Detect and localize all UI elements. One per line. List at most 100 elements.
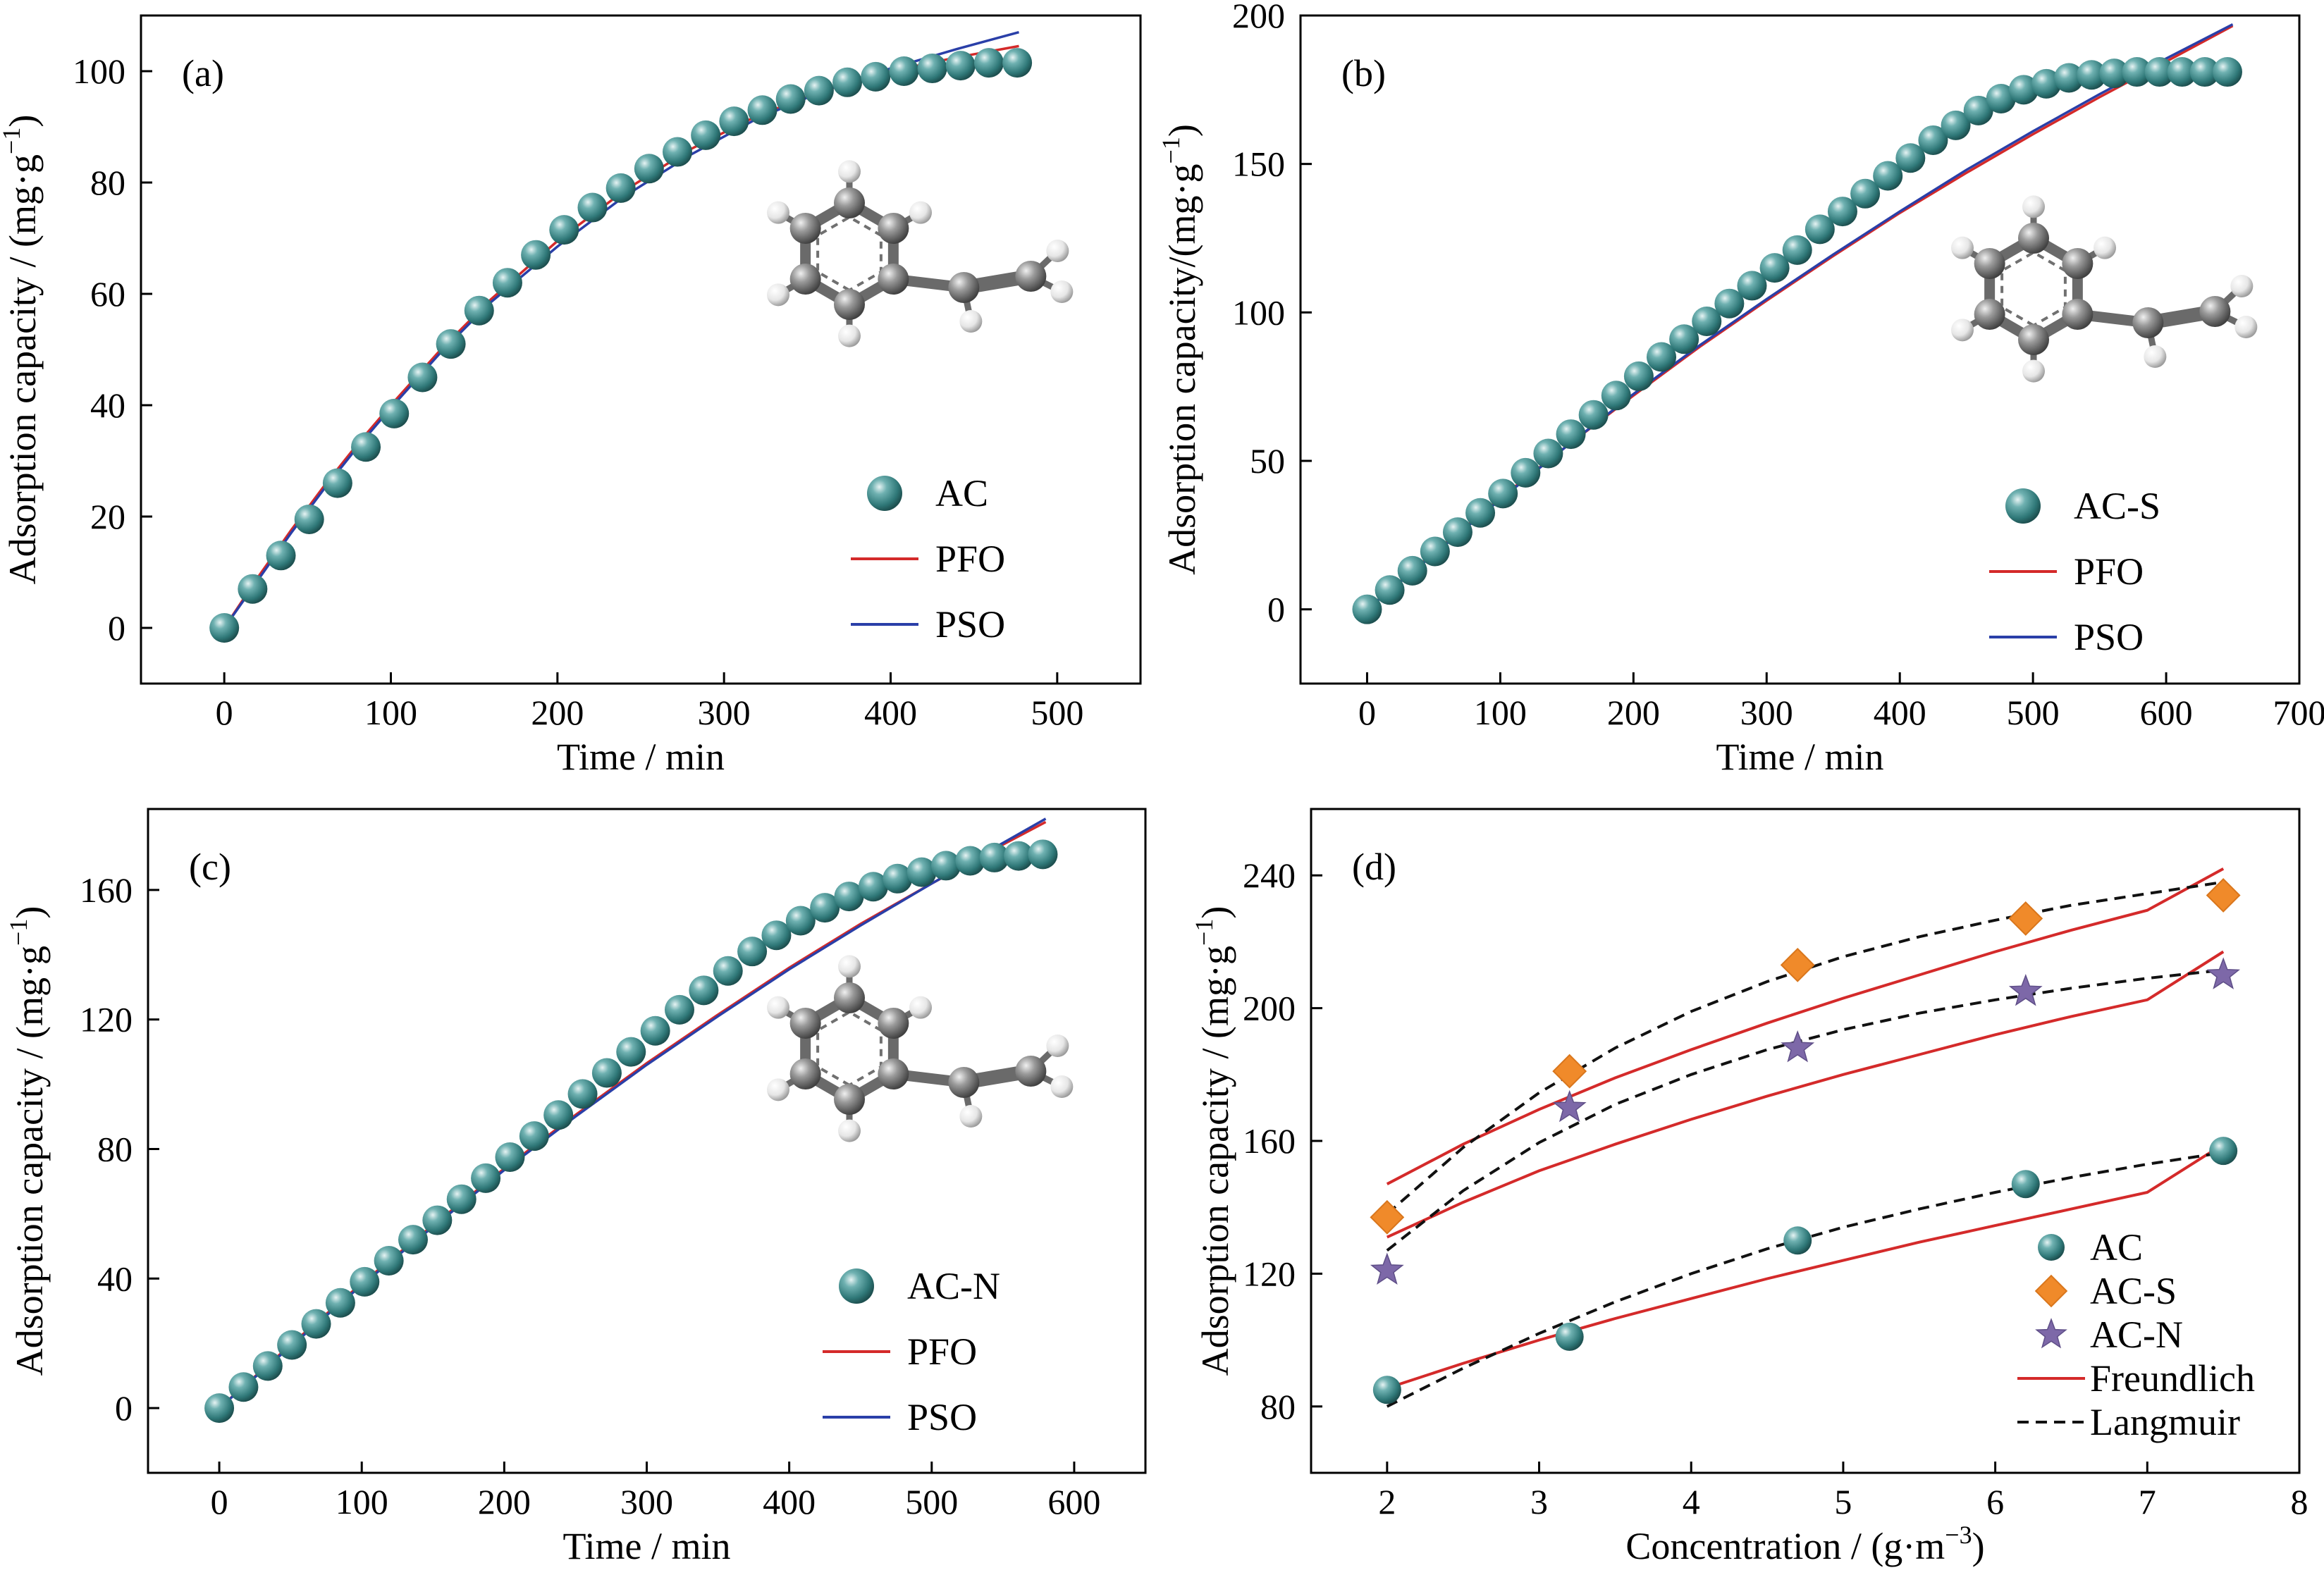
chart-panel-a: 0 100 200 300 400 500 0 20 40 60 80 100 Time / min Ad…: [0, 14, 1142, 778]
x-tick-label: 5: [1834, 1482, 1852, 1521]
y-axis-title-sup: −1: [1190, 919, 1218, 946]
x-tick-label: 700: [2273, 693, 2324, 732]
data-point-ac: [605, 173, 636, 203]
hydrogen-atom: [1950, 319, 1974, 342]
y-tick-label: 80: [1260, 1387, 1296, 1426]
carbon-atom: [789, 1008, 821, 1039]
data-point-ac-s: [1986, 83, 2016, 113]
hydrogen-atom: [1046, 240, 1069, 262]
panel-label: (a): [182, 52, 224, 94]
data-point-ac-n: [591, 1058, 622, 1088]
data-point-ac: [973, 48, 1004, 78]
carbon-atom: [878, 213, 909, 244]
data-point-ac: [1783, 1226, 1812, 1255]
hydrogen-atom: [838, 955, 861, 978]
data-point-ac-s: [1465, 498, 1496, 528]
data-point-ac-n: [955, 846, 985, 876]
y-tick-label: 20: [90, 497, 125, 536]
legend-marker-ac: [2038, 1234, 2065, 1261]
carbon-atom: [789, 1058, 821, 1089]
data-point-ac: [1555, 1322, 1584, 1351]
data-point-ac-s: [1420, 536, 1450, 567]
y-axis-title: Adsorption capacity / (mg·g−1): [4, 906, 51, 1376]
data-point-ac: [2209, 1137, 2238, 1166]
data-point-ac: [804, 75, 834, 106]
carbon-atom: [2132, 307, 2164, 338]
x-axis-title: Time / min: [562, 1525, 730, 1567]
data-point-ac-s: [1375, 575, 1405, 605]
panel-label: (c): [189, 846, 231, 888]
hydrogen-atom: [1050, 280, 1074, 303]
series-line-langmuir-ac-n: [1386, 968, 2224, 1252]
plot-frame: [1299, 14, 2301, 685]
data-point-ac-s: [2122, 57, 2152, 87]
data-point-ac-s: [2212, 57, 2242, 87]
x-tick-label: 400: [864, 693, 917, 732]
data-point-ac: [691, 120, 721, 150]
data-point-ac-s: [1669, 324, 1699, 354]
carbon-atom: [948, 272, 980, 303]
carbon-atom: [948, 1067, 980, 1098]
x-tick-label: 600: [2140, 693, 2193, 732]
data-point-ac-s: [1873, 161, 1903, 191]
data-point-ac-n: [398, 1225, 428, 1255]
hydrogen-atom: [909, 996, 933, 1019]
styrene-molecule-model: [766, 955, 1074, 1142]
y-axis-title: Adsorption capacity / (mg·g−1): [1190, 906, 1236, 1376]
data-point-ac-s: [2099, 58, 2129, 89]
data-point-ac-n: [1028, 839, 1058, 870]
x-tick-label: 7: [2139, 1482, 2156, 1521]
x-tick-label: 8: [2291, 1482, 2308, 1521]
carbon-atom: [2018, 324, 2049, 355]
data-point-ac-n: [906, 857, 937, 887]
legend-label-langmuir: Langmuir: [2090, 1401, 2240, 1443]
x-tick-label: 0: [211, 1482, 228, 1521]
data-point-ac-n: [350, 1266, 380, 1297]
panel-label: (b): [1341, 52, 1386, 94]
carbon-atom: [1974, 248, 2005, 279]
legend-marker-ac-n: [839, 1268, 874, 1304]
data-point-ac: [464, 295, 494, 326]
legend-label-pfo: PFO: [935, 538, 1005, 580]
x-tick-label: 100: [364, 693, 417, 732]
data-point-ac-s: [1533, 438, 1563, 469]
x-tick-label: 3: [1530, 1482, 1548, 1521]
y-tick-label: 50: [1250, 441, 1285, 481]
data-point-ac-s: [1963, 95, 1993, 125]
data-point-ac-s: [2167, 57, 2197, 87]
data-point-ac-s: [1895, 143, 1926, 173]
legend-label-ac-n: AC-N: [907, 1265, 1000, 1307]
hydrogen-atom: [909, 201, 933, 224]
data-point-ac-n: [834, 882, 864, 912]
data-point-ac-n: [640, 1015, 670, 1046]
data-point-ac: [379, 398, 410, 428]
data-point-ac-n: [567, 1079, 598, 1109]
data-point-ac: [1372, 1376, 1401, 1404]
y-axis-title-sup: −1: [4, 919, 32, 946]
data-point-ac-n: [664, 994, 694, 1025]
legend: AC-N PFO PSO: [823, 1265, 1000, 1438]
legend-label-ac: AC: [935, 472, 988, 514]
legend-label-pso: PSO: [935, 603, 1005, 646]
data-point-ac-s: [1552, 1054, 1587, 1089]
data-point-ac-s: [1714, 288, 1745, 319]
x-tick-label: 300: [1740, 693, 1793, 732]
data-point-ac: [832, 67, 863, 97]
data-point-ac-n: [689, 975, 719, 1006]
legend-label-pfo: PFO: [2074, 550, 2144, 593]
x-tick-label: 100: [336, 1482, 388, 1521]
aromatic-ring-dash: [816, 1010, 883, 1087]
x-tick-label: 600: [1047, 1482, 1100, 1521]
carbon-atom: [2199, 296, 2231, 327]
plot-frame: [140, 14, 1142, 685]
hydrogen-atom: [838, 160, 861, 183]
hydrogen-atom: [1950, 236, 1974, 259]
data-point-ac: [634, 154, 664, 184]
data-point-ac-s: [1623, 361, 1654, 391]
series-line-freundlich: [1387, 1143, 2225, 1390]
x-tick-label: 500: [1031, 693, 1083, 732]
aromatic-ring-dash: [2000, 250, 2067, 328]
x-tick-label: 300: [620, 1482, 673, 1521]
y-tick-label: 0: [115, 1388, 133, 1428]
carbon-atom: [2018, 223, 2049, 254]
